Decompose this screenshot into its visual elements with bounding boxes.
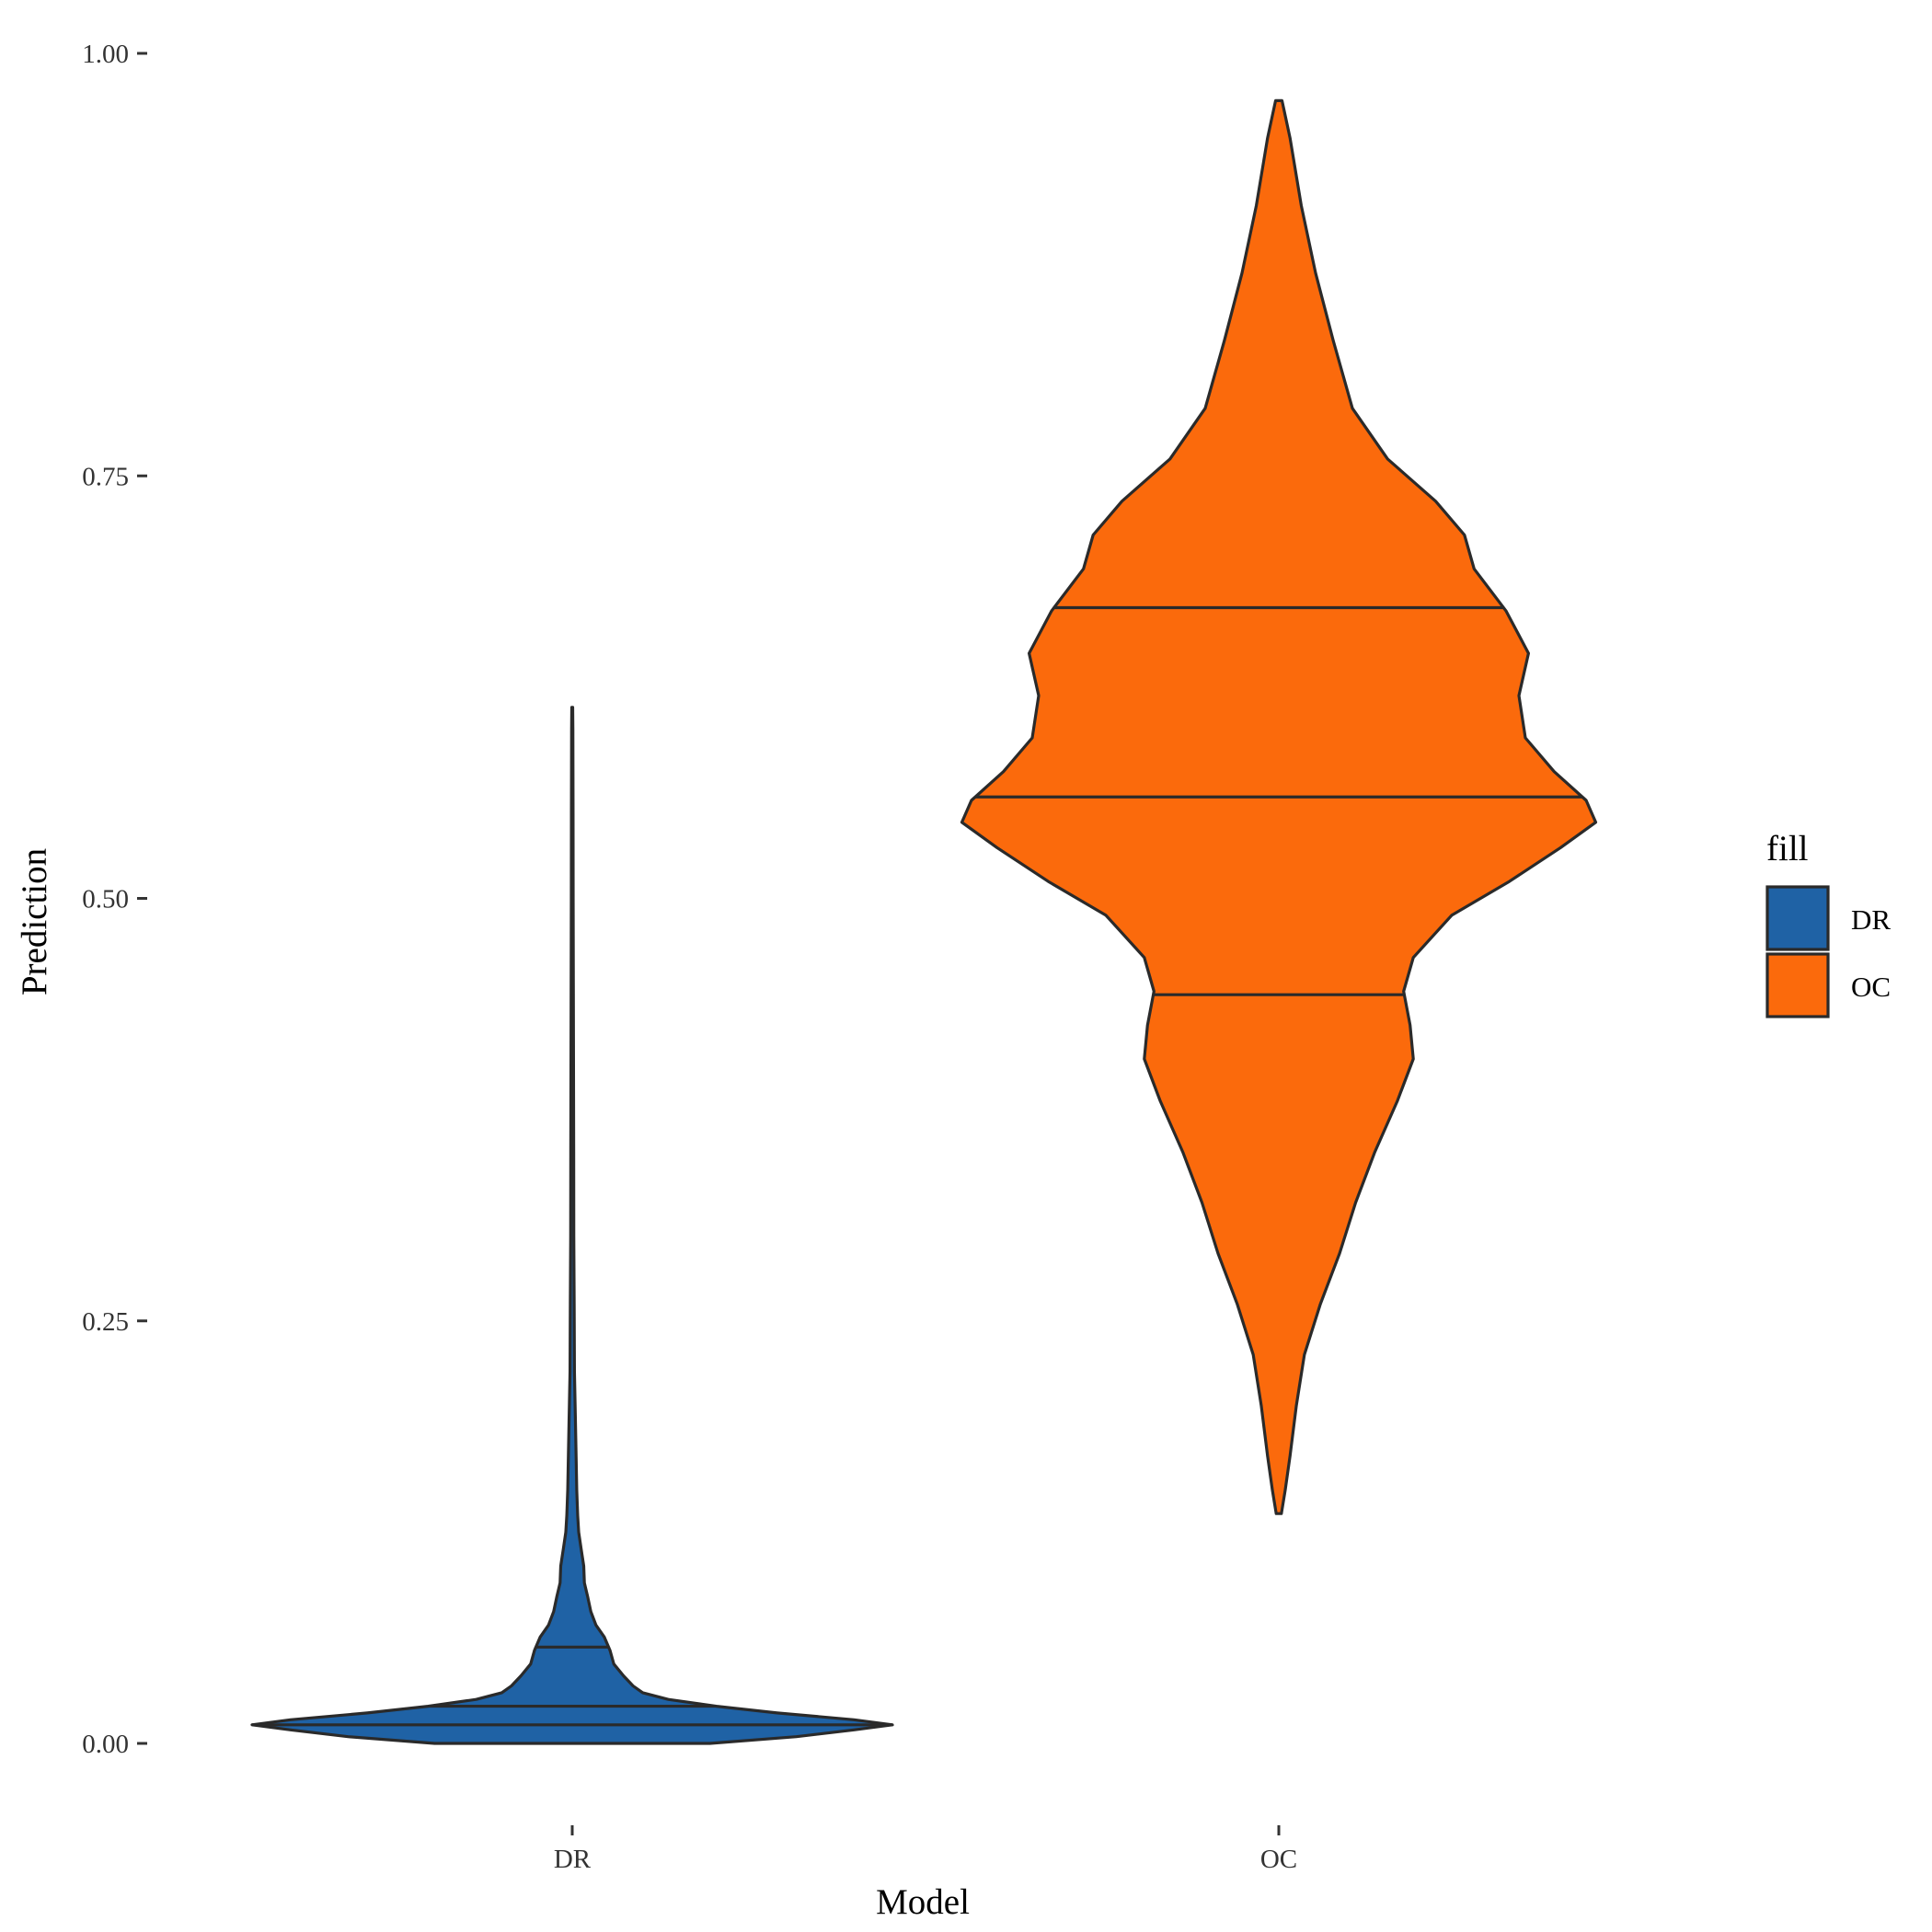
legend-label-oc: OC <box>1851 971 1891 1003</box>
legend: fill DR OC <box>1765 829 1891 1018</box>
y-axis: 0.00 0.25 0.50 0.75 1.00 <box>82 40 147 1759</box>
violin-oc <box>960 98 1598 1515</box>
x-tick-label: OC <box>1260 1845 1297 1874</box>
y-tick-label: 0.75 <box>82 462 129 491</box>
y-tick-label: 0.25 <box>82 1307 129 1337</box>
x-axis: DR OC <box>554 1825 1297 1874</box>
violins <box>250 98 1598 1745</box>
legend-title: fill <box>1766 829 1809 868</box>
legend-key-oc <box>1765 952 1830 1018</box>
y-tick-label: 1.00 <box>82 40 129 69</box>
y-axis-title: Prediction <box>15 848 54 995</box>
y-tick-label: 0.50 <box>82 885 129 914</box>
legend-key-dr <box>1765 885 1830 951</box>
x-axis-title: Model <box>876 1882 970 1922</box>
x-tick-label: DR <box>554 1845 592 1874</box>
legend-label-dr: DR <box>1851 903 1891 936</box>
violin-dr <box>250 706 894 1745</box>
y-tick-label: 0.00 <box>82 1730 129 1759</box>
